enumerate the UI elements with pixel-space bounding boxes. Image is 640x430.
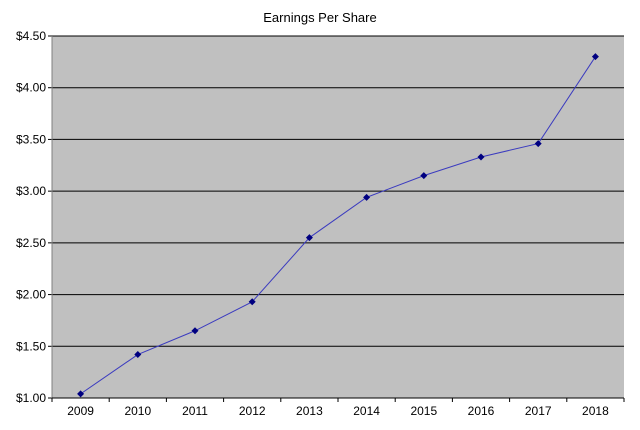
y-tick-label: $2.50 xyxy=(16,236,46,250)
x-tick-label: 2017 xyxy=(525,404,552,418)
data-point xyxy=(534,140,542,148)
x-tick-label: 2014 xyxy=(353,404,380,418)
x-axis-tick-labels: 2009 2010 2011 2012 2013 2014 2015 2016 2017 2018 xyxy=(67,404,609,418)
y-tick-label: $1.00 xyxy=(16,391,46,405)
y-tick-label: $4.50 xyxy=(16,29,46,43)
chart-title: Earnings Per Share xyxy=(263,10,376,25)
y-tick-label: $2.00 xyxy=(16,288,46,302)
axes xyxy=(51,36,625,402)
y-tick-label: $3.50 xyxy=(16,132,46,146)
y-tick-label: $4.00 xyxy=(16,81,46,95)
series xyxy=(77,53,599,398)
x-tick-label: 2009 xyxy=(67,404,94,418)
y-tick-label: $1.50 xyxy=(16,339,46,353)
x-tick-label: 2012 xyxy=(239,404,266,418)
x-tick-label: 2015 xyxy=(410,404,437,418)
x-tick-label: 2011 xyxy=(182,404,208,418)
x-tick-label: 2018 xyxy=(582,404,609,418)
data-point xyxy=(191,327,199,335)
y-tick-label: $3.00 xyxy=(16,184,46,198)
x-tick-label: 2010 xyxy=(124,404,151,418)
data-point xyxy=(134,351,142,359)
data-point xyxy=(77,390,85,398)
series-line xyxy=(80,56,596,395)
data-point xyxy=(363,193,371,201)
data-point xyxy=(420,172,428,180)
data-point xyxy=(305,234,313,242)
data-point xyxy=(591,53,599,61)
data-point xyxy=(477,153,485,161)
x-tick-label: 2016 xyxy=(468,404,495,418)
data-point xyxy=(248,298,256,306)
y-axis-tick-labels: $1.00 $1.50 $2.00 $2.50 $3.00 $3.50 $4.00 $4.50 xyxy=(16,29,46,405)
x-tick-label: 2013 xyxy=(296,404,323,418)
